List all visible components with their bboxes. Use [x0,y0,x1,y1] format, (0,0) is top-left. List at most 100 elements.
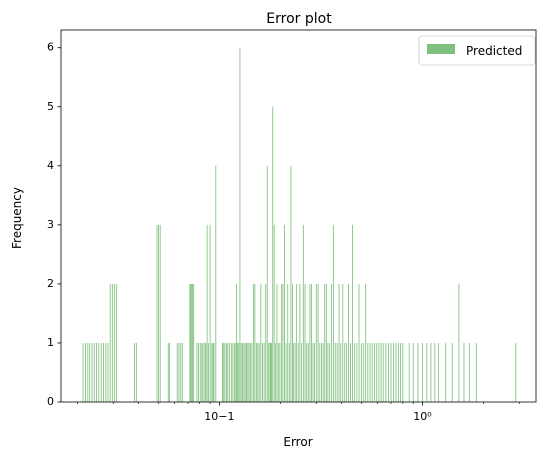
histogram-bar [397,342,399,402]
y-tick-label: 2 [47,277,54,290]
histogram-bar [296,283,298,402]
histogram-bar [330,283,332,402]
histogram-bar [238,342,240,402]
histogram-bar [378,342,380,402]
histogram-bar [382,342,384,402]
histogram-bar [176,342,178,402]
histogram-bar [268,342,270,402]
histogram-bar [350,342,351,402]
histogram-bar [134,342,135,402]
histogram-bar [135,342,137,402]
histogram-bar [190,283,192,402]
histogram-bar [393,342,394,402]
histogram-bar [209,224,211,402]
histogram-bar [346,342,348,402]
legend-label-predicted: Predicted [466,44,522,58]
histogram-bar [408,342,410,402]
histogram-bar [390,342,392,402]
histogram-bar [254,283,256,402]
histogram-bar [239,47,241,403]
y-tick-label: 5 [47,100,54,113]
histogram-bar [257,342,259,402]
histogram-bar [93,342,95,402]
histogram-bar [297,342,299,402]
histogram-bar [348,283,349,402]
histogram-bar [198,342,200,402]
histogram-bar [288,342,290,402]
y-tick-label: 3 [47,218,54,231]
histogram-bar [438,342,440,402]
histogram-bar [265,283,267,402]
histogram-bar [315,283,317,402]
y-tick-label: 0 [47,395,54,408]
histogram-bar [240,342,242,402]
histogram-bar [168,342,170,402]
histogram-bar [159,224,161,402]
histogram-bar [235,342,237,402]
histogram-bar [430,342,432,402]
histogram-bar [304,283,306,402]
x-axis-label: Error [283,435,312,449]
histogram-bar [258,342,260,402]
histogram-bar [95,342,97,402]
histogram-bar [445,342,447,402]
histogram-bar [167,342,169,402]
histogram-bar [202,342,204,402]
histogram-bar [247,342,249,402]
histogram-bar [475,342,477,402]
x-tick-label: 10⁰ [413,410,432,423]
histogram-bar [279,342,281,402]
histogram-bar [158,224,160,402]
histogram-bar [85,342,86,402]
histogram-bar [334,342,336,402]
histogram-bar [356,342,358,402]
y-axis-label: Frequency [10,187,24,249]
histogram-bar [178,342,180,402]
chart-title: Error plot [266,11,332,27]
histogram-bar [243,342,245,402]
histogram-bar [360,342,362,402]
histogram-bar [232,342,234,402]
histogram-bar [426,342,428,402]
histogram-bar [204,342,206,402]
histogram-bar [251,342,253,402]
histogram-bar [224,342,226,402]
histogram-bar [248,342,250,402]
histogram-bar [322,342,324,402]
histogram-bar [103,342,104,402]
histogram-bar [354,342,356,402]
y-tick-label: 4 [47,159,54,172]
histogram-bar [223,342,225,402]
histogram-bar [282,283,284,402]
histogram-bar [273,224,275,402]
histogram-bar [206,224,208,402]
histogram-bar [367,342,369,402]
histogram-bar [325,283,327,402]
histogram-bar [272,106,274,402]
histogram-bar [301,342,303,402]
histogram-bar [434,342,436,402]
histogram-bar [312,342,314,402]
legend: Predicted [418,35,536,66]
legend-swatch-predicted [427,44,455,54]
histogram-bar [199,342,201,402]
histogram-bar [208,342,210,402]
histogram-bar [275,342,276,402]
histogram-bar [385,342,387,402]
histogram-bar [342,283,344,402]
histogram-bar [417,342,419,402]
plot-area-frame [60,29,537,403]
histogram-bar [181,342,183,402]
y-tick-label: 6 [47,41,54,54]
histogram-bar [327,342,329,402]
histogram-bar [211,342,213,402]
histogram-bar [180,342,182,402]
histogram-bar [236,283,238,402]
histogram-bar [156,224,158,402]
histogram-bar [336,342,338,402]
histogram-bar [192,283,194,402]
histogram-bar [311,283,312,402]
histogram-bar [374,342,375,402]
histogram-bar [212,342,214,402]
histogram-bar [284,224,285,402]
